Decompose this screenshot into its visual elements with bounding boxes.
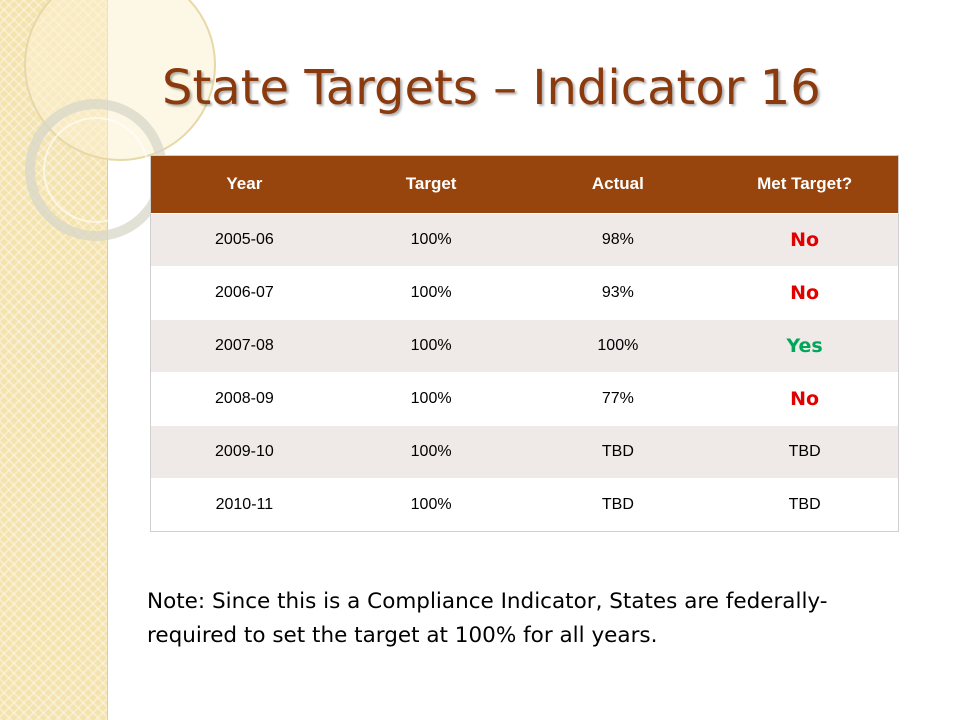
cell-actual: TBD (601, 495, 634, 513)
cell-target: 100% (410, 230, 452, 248)
cell-target: 100% (410, 389, 452, 407)
cell-target: 100% (410, 283, 452, 301)
table-row: 2009-10 100% TBD TBD (151, 425, 898, 478)
table-row: 2008-09 100% 77% No (151, 372, 898, 425)
cell-met-target: No (790, 228, 820, 251)
page-title: State Targets – Indicator 16 (162, 60, 821, 116)
cell-actual: 77% (601, 389, 634, 407)
table-row: 2010-11 100% TBD TBD (151, 478, 898, 531)
cell-actual: TBD (601, 442, 634, 460)
table-row: 2007-08 100% 100% Yes (151, 319, 898, 372)
cell-met-target: TBD (788, 495, 821, 513)
targets-table-container: Year Target Actual Met Target? 2005-06 1… (150, 155, 899, 532)
compliance-note: Note: Since this is a Compliance Indicat… (147, 589, 828, 648)
decorative-circles (24, 0, 216, 241)
cell-met-target: No (790, 281, 820, 304)
cell-met-target: No (790, 387, 820, 410)
targets-table: Year Target Actual Met Target? 2005-06 1… (151, 156, 898, 531)
table-row: 2006-07 100% 93% No (151, 266, 898, 319)
cell-actual: 100% (597, 336, 639, 354)
cell-actual: 93% (601, 283, 634, 301)
cell-met-target: TBD (788, 442, 821, 460)
cell-year: 2007-08 (215, 336, 274, 354)
cell-year: 2006-07 (215, 283, 274, 301)
cell-target: 100% (410, 336, 452, 354)
header-year: Year (226, 174, 263, 194)
header-met-target: Met Target? (757, 174, 853, 194)
cell-year: 2009-10 (215, 442, 274, 460)
cell-target: 100% (410, 442, 452, 460)
cell-year: 2010-11 (215, 495, 274, 513)
cell-year: 2008-09 (215, 389, 274, 407)
table-row: 2005-06 100% 98% No (151, 213, 898, 266)
cell-met-target: Yes (786, 334, 823, 357)
table-header-row: Year Target Actual Met Target? (151, 156, 898, 213)
cell-target: 100% (410, 495, 452, 513)
cell-year: 2005-06 (215, 230, 274, 248)
header-actual: Actual (591, 174, 644, 194)
cell-actual: 98% (601, 230, 634, 248)
header-target: Target (405, 174, 457, 194)
